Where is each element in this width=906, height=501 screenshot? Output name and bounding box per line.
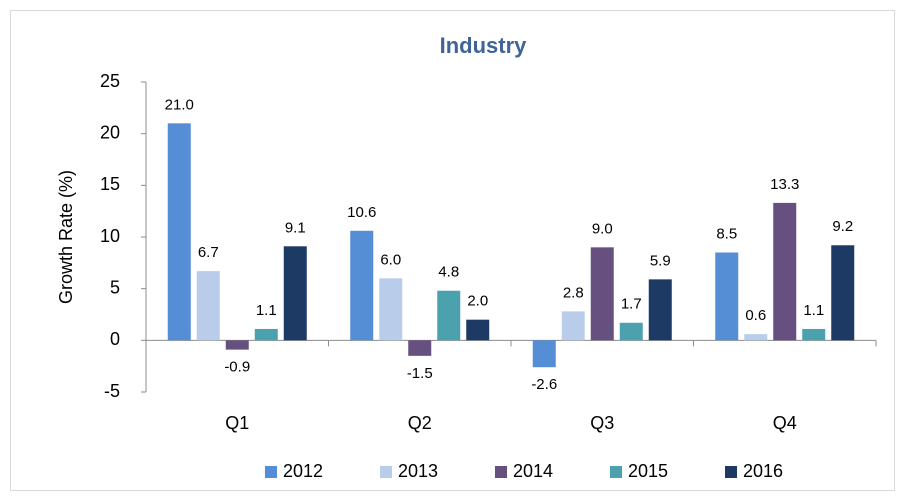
x-tick-label: Q1 (225, 413, 249, 433)
data-label: 2.8 (563, 284, 584, 301)
data-label: 8.5 (716, 225, 737, 242)
legend-label: 2012 (283, 461, 323, 481)
chart-title: Industry (440, 33, 528, 58)
y-tick-label: 25 (100, 71, 120, 91)
bar (590, 247, 614, 341)
legend-label: 2016 (743, 461, 783, 481)
x-tick-label: Q2 (408, 413, 432, 433)
legend-swatch (380, 466, 392, 478)
bar (225, 340, 249, 350)
data-label: -2.6 (531, 376, 557, 393)
legend-swatch (265, 466, 277, 478)
legend-swatch (495, 466, 507, 478)
legend-label: 2013 (398, 461, 438, 481)
data-label: -1.5 (407, 365, 433, 382)
y-tick-label: 0 (110, 329, 120, 349)
x-tick-label: Q3 (590, 413, 614, 433)
data-label: 6.7 (198, 244, 219, 261)
data-label: 10.6 (347, 204, 376, 221)
bar (254, 328, 278, 341)
data-label: 21.0 (165, 96, 194, 113)
bar (379, 278, 403, 341)
legend-swatch (610, 466, 622, 478)
x-tick-label: Q4 (773, 413, 797, 433)
data-label: 1.7 (621, 296, 642, 313)
bar (561, 311, 585, 341)
bar (350, 230, 374, 341)
y-tick-label: 20 (100, 122, 120, 142)
bar (831, 245, 855, 341)
bar (167, 123, 191, 341)
y-axis-label: Growth Rate (%) (56, 170, 76, 304)
bar (196, 271, 220, 341)
legend-label: 2014 (513, 461, 553, 481)
data-label: 9.0 (592, 220, 613, 237)
y-tick-label: 5 (110, 277, 120, 297)
bar (408, 340, 432, 356)
bar (648, 279, 672, 341)
bar (532, 340, 556, 368)
data-label: 9.2 (832, 218, 853, 235)
bar (283, 246, 307, 341)
data-label: 9.1 (285, 219, 306, 236)
bar (619, 322, 643, 341)
data-label: 0.6 (745, 307, 766, 324)
bar (744, 334, 768, 341)
bar (773, 202, 797, 341)
y-tick-label: 15 (100, 174, 120, 194)
data-label: -0.9 (224, 359, 250, 376)
data-label: 13.3 (770, 176, 799, 193)
data-label: 2.0 (467, 293, 488, 310)
y-tick-label: 10 (100, 226, 120, 246)
bar (715, 252, 739, 341)
data-label: 4.8 (438, 264, 459, 281)
data-label: 1.1 (803, 302, 824, 319)
chart-border (10, 10, 895, 491)
data-label: 1.1 (256, 302, 277, 319)
legend-swatch (725, 466, 737, 478)
bar (437, 290, 461, 341)
bar (802, 328, 826, 341)
y-tick-label: -5 (104, 381, 120, 401)
data-label: 6.0 (380, 251, 401, 268)
legend-label: 2015 (628, 461, 668, 481)
data-label: 5.9 (650, 252, 671, 269)
bar (466, 319, 490, 341)
